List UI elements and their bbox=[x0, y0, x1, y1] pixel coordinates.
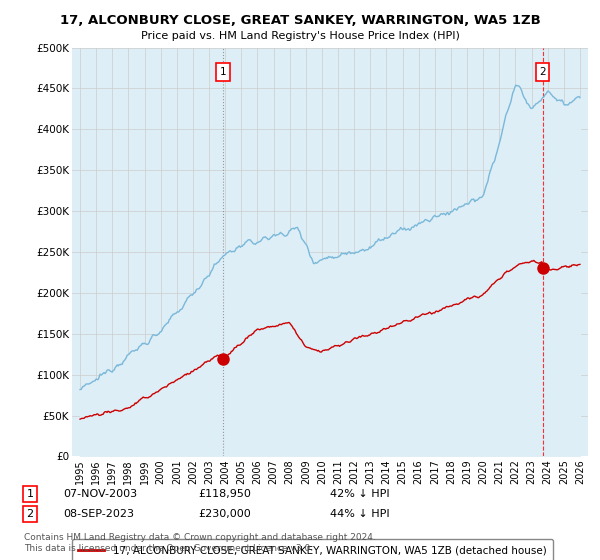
Text: 08-SEP-2023: 08-SEP-2023 bbox=[63, 509, 134, 519]
Text: Contains HM Land Registry data © Crown copyright and database right 2024.
This d: Contains HM Land Registry data © Crown c… bbox=[24, 533, 376, 553]
Text: Price paid vs. HM Land Registry's House Price Index (HPI): Price paid vs. HM Land Registry's House … bbox=[140, 31, 460, 41]
Text: £230,000: £230,000 bbox=[198, 509, 251, 519]
Legend: 17, ALCONBURY CLOSE, GREAT SANKEY, WARRINGTON, WA5 1ZB (detached house), HPI: Av: 17, ALCONBURY CLOSE, GREAT SANKEY, WARRI… bbox=[72, 539, 553, 560]
Text: 42% ↓ HPI: 42% ↓ HPI bbox=[330, 489, 389, 499]
Text: 1: 1 bbox=[220, 67, 226, 77]
Text: 1: 1 bbox=[26, 489, 34, 499]
Text: 2: 2 bbox=[26, 509, 34, 519]
Text: 2: 2 bbox=[539, 67, 546, 77]
Text: £118,950: £118,950 bbox=[198, 489, 251, 499]
Text: 44% ↓ HPI: 44% ↓ HPI bbox=[330, 509, 389, 519]
Text: 07-NOV-2003: 07-NOV-2003 bbox=[63, 489, 137, 499]
Text: 17, ALCONBURY CLOSE, GREAT SANKEY, WARRINGTON, WA5 1ZB: 17, ALCONBURY CLOSE, GREAT SANKEY, WARRI… bbox=[59, 14, 541, 27]
